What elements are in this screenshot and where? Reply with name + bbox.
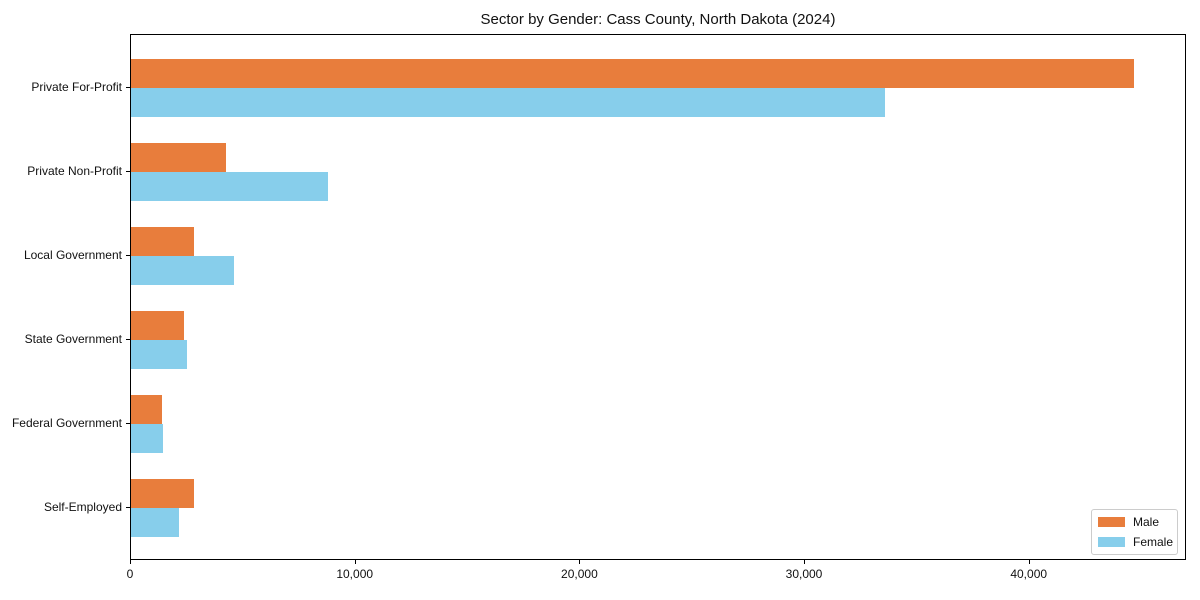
x-tick-mark [130,560,131,564]
legend-label: Male [1133,515,1160,529]
y-axis-label: State Government [24,332,122,346]
x-tick-mark [579,560,581,564]
y-axis-label: Self-Employed [43,500,122,514]
bar-male-5 [131,479,195,508]
y-tick-mark [126,339,130,340]
x-axis-tick-label: 20,000 [561,567,598,581]
bar-male-0 [131,59,1135,88]
y-tick-mark [126,507,130,508]
bar-female-1 [131,172,328,201]
x-tick-mark [1028,560,1030,564]
x-axis-tick-label: 30,000 [785,567,823,581]
x-axis-tick-label: 10,000 [336,567,374,581]
bar-female-0 [131,88,885,117]
y-tick-mark [126,423,130,424]
bar-male-1 [131,143,226,172]
bar-male-2 [131,227,194,256]
legend-male-swatch [1098,517,1125,527]
x-tick-mark [804,560,805,564]
bar-female-4 [131,424,163,453]
x-tick-mark [354,560,356,564]
bar-male-4 [131,395,162,424]
bar-male-3 [131,311,184,340]
y-axis-label: Federal Government [11,416,122,430]
y-axis-label: Private For-Profit [31,80,122,94]
chart-title: Sector by Gender: Cass County, North Dak… [480,11,836,28]
x-axis-tick-label: 0 [126,567,134,581]
y-axis-label: Private Non-Profit [27,164,122,178]
bar-female-5 [131,508,180,537]
legend: Male Female [1091,509,1178,555]
legend-female-swatch [1098,537,1125,547]
y-tick-mark [126,87,130,88]
legend-row-female: Female [1098,535,1174,549]
legend-row-male: Male [1098,515,1171,529]
y-axis-label: Local Government [23,248,122,262]
y-tick-mark [126,255,130,256]
x-axis-tick-label: 40,000 [1010,567,1048,581]
bar-female-3 [131,340,187,369]
legend-label: Female [1133,535,1174,549]
y-tick-mark [126,171,130,172]
plot-area [130,34,1186,560]
bar-female-2 [131,256,234,285]
